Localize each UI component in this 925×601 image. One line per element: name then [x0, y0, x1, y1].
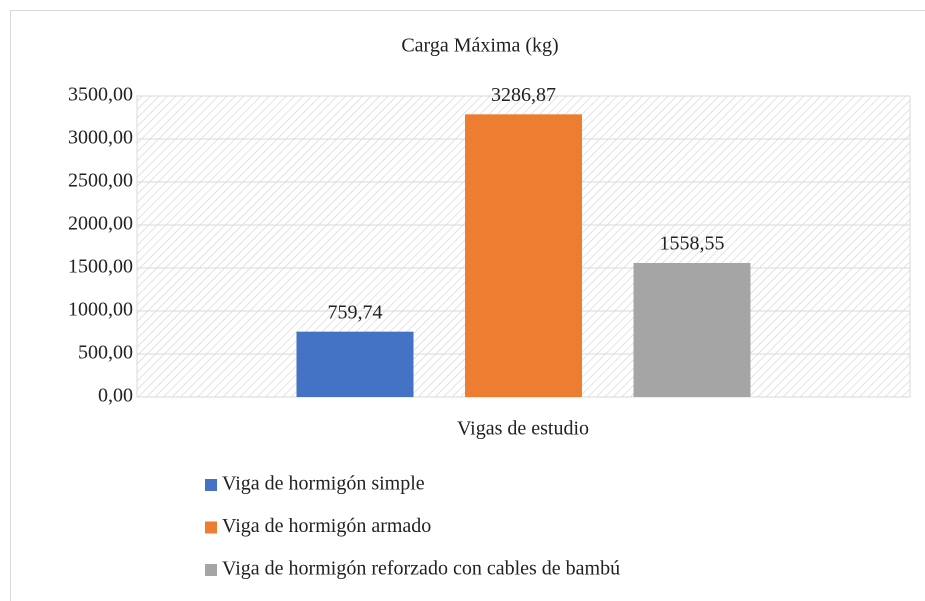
- y-tick-label: 2500,00: [68, 170, 133, 192]
- x-tick-label: Vigas de estudio: [457, 418, 589, 440]
- bar: [633, 262, 751, 397]
- chart-title: Carga Máxima (kg): [401, 35, 558, 57]
- data-label: 759,74: [328, 301, 383, 323]
- y-tick-label: 1500,00: [68, 256, 133, 278]
- legend-swatch: [205, 479, 217, 491]
- legend-label: Viga de hormigón simple: [222, 473, 425, 495]
- y-tick-label: 500,00: [78, 342, 133, 364]
- data-label: 1558,55: [660, 233, 725, 255]
- y-tick-label: 1000,00: [68, 299, 133, 321]
- bar: [296, 331, 414, 397]
- y-tick-label: 3500,00: [68, 84, 133, 106]
- y-tick-label: 0,00: [98, 385, 133, 407]
- y-tick-label: 2000,00: [68, 213, 133, 235]
- legend-label: Viga de hormigón armado: [222, 515, 431, 537]
- y-tick-label: 3000,00: [68, 127, 133, 149]
- legend-label: Viga de hormigón reforzado con cables de…: [222, 558, 620, 580]
- data-label: 3286,87: [491, 84, 556, 106]
- legend-swatch: [205, 564, 217, 576]
- legend-swatch: [205, 521, 217, 534]
- bar: [465, 114, 582, 398]
